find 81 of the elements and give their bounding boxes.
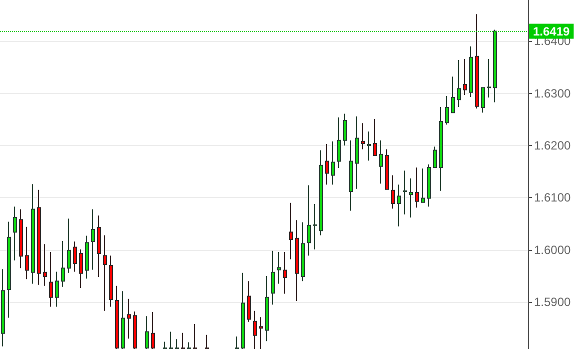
candlestick: [91, 208, 95, 270]
candlestick: [85, 235, 89, 280]
candlestick: [463, 58, 467, 96]
candlestick: [343, 113, 347, 146]
candlestick: [169, 331, 173, 349]
y-tick-label: 1.6100: [534, 190, 572, 205]
candlestick: [439, 106, 443, 192]
candlestick: [337, 116, 341, 168]
y-tick-label: 1.6000: [534, 242, 572, 257]
y-tick-label: 1.5900: [534, 295, 572, 310]
candlestick: [175, 338, 179, 349]
candlestick: [307, 184, 311, 256]
candlestick: [49, 251, 53, 308]
y-tick-label: 1.6300: [534, 86, 572, 100]
candlestick: [313, 203, 317, 250]
candlestick: [13, 206, 17, 261]
candlestick: [55, 271, 59, 308]
candlestick: [133, 310, 137, 349]
candlestick: [349, 140, 353, 212]
candlestick: [145, 316, 149, 349]
candlestick: [331, 140, 335, 186]
candlestick: [43, 244, 47, 286]
candlestick: [325, 143, 329, 186]
candlestick: [445, 95, 449, 126]
candlestick: [277, 251, 281, 284]
candlestick: [397, 184, 401, 227]
y-tick-label: 1.6200: [534, 138, 572, 153]
candlestick: [265, 275, 269, 342]
candlestick: [415, 166, 419, 208]
candlestick: [115, 285, 119, 349]
candlestick: [451, 76, 455, 114]
candlestick: [163, 341, 167, 349]
candlestick: [427, 164, 431, 208]
candlestick: [289, 202, 293, 260]
candlestick: [181, 332, 185, 349]
candlestick: [79, 248, 83, 288]
candlestick: [487, 58, 491, 98]
candlestick: [247, 280, 251, 322]
candlestick: [103, 234, 107, 312]
candlestick: [73, 241, 77, 272]
candlestick: [373, 118, 377, 156]
candlestick: [31, 184, 35, 284]
candlestick: [121, 290, 125, 349]
candlestick: [187, 342, 191, 349]
candlestick: [127, 298, 131, 340]
candlestick: [457, 59, 461, 108]
candlestick: [271, 250, 275, 306]
candlestick: [67, 218, 71, 274]
candlestick: [253, 310, 257, 349]
candlestick: [403, 170, 407, 215]
candlestick: [421, 168, 425, 203]
candlestick: [385, 148, 389, 190]
candlestick: [391, 174, 395, 210]
candlestick: [475, 14, 479, 110]
candlestick: [481, 87, 485, 114]
candlestick: [361, 122, 365, 150]
candlestick: [319, 150, 323, 236]
candlestick: [193, 323, 197, 349]
candlestick: [205, 334, 209, 349]
candlestick: [493, 29, 497, 103]
candlestick: [433, 146, 437, 168]
candlestick: [355, 116, 359, 190]
candlestick: [295, 220, 299, 302]
candlestick: [151, 311, 155, 349]
candlestick: [301, 222, 305, 282]
candlestick: [19, 208, 23, 269]
candlestick: [97, 214, 101, 278]
candlestick: [235, 336, 239, 349]
candlestick: [7, 221, 11, 318]
candlestick: [241, 272, 245, 349]
candlestick: [61, 240, 65, 288]
candlestick: [37, 189, 41, 286]
candlestick: [409, 178, 413, 218]
candlestick: [1, 268, 5, 347]
candlestick: [25, 226, 29, 280]
candlestick: [283, 251, 287, 294]
candlestick: [379, 140, 383, 184]
candlestick: [469, 46, 473, 98]
candlestick: [259, 316, 263, 349]
candlestick: [109, 255, 113, 308]
candlestick: [367, 130, 371, 162]
